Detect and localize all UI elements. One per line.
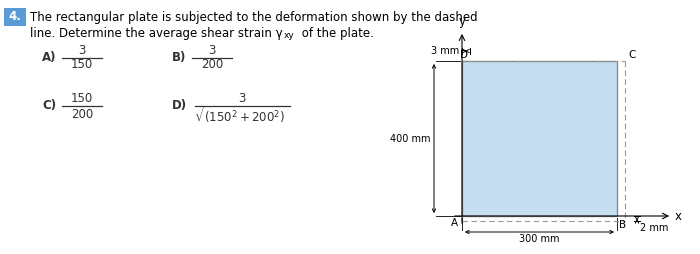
Text: line. Determine the average shear strain γ: line. Determine the average shear strain… — [30, 26, 283, 40]
Text: 200: 200 — [201, 58, 223, 71]
Text: 3: 3 — [78, 44, 85, 57]
Text: 3: 3 — [209, 44, 216, 57]
Text: C): C) — [42, 100, 56, 113]
Text: x: x — [675, 210, 682, 223]
Text: 3 mm: 3 mm — [430, 46, 459, 56]
Text: D): D) — [172, 100, 187, 113]
Bar — [462, 61, 617, 216]
Text: of the plate.: of the plate. — [298, 26, 374, 40]
Text: B: B — [619, 220, 626, 230]
Bar — [4, 8, 26, 26]
Text: 2 mm: 2 mm — [640, 223, 668, 233]
Text: xy: xy — [284, 31, 295, 40]
Text: 400 mm: 400 mm — [391, 134, 431, 144]
Text: 150: 150 — [71, 91, 93, 104]
Text: $\sqrt{\left(150^2+200^2\right)}$: $\sqrt{\left(150^2+200^2\right)}$ — [194, 104, 288, 125]
Text: 4.: 4. — [8, 10, 22, 24]
Text: A): A) — [42, 52, 57, 65]
Text: 200: 200 — [71, 107, 93, 120]
Text: C: C — [628, 50, 636, 60]
Text: The rectangular plate is subjected to the deformation shown by the dashed: The rectangular plate is subjected to th… — [30, 10, 477, 24]
Text: B): B) — [172, 52, 186, 65]
Text: D: D — [460, 50, 468, 60]
Text: 150: 150 — [71, 58, 93, 71]
Text: y: y — [458, 15, 466, 28]
Text: 300 mm: 300 mm — [519, 234, 560, 244]
Text: 3: 3 — [238, 91, 246, 104]
Text: A: A — [451, 218, 458, 228]
